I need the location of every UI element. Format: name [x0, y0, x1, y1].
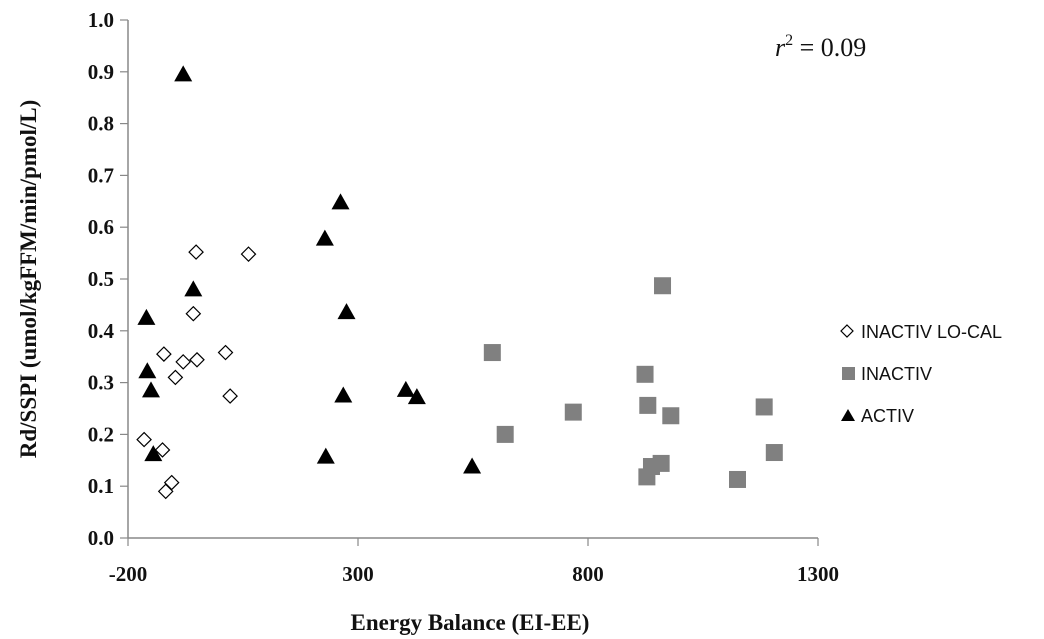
point-inactiv-lo-cal	[163, 474, 180, 491]
point-inactiv	[483, 344, 501, 362]
point-inactiv-lo-cal	[185, 305, 202, 322]
point-activ	[144, 445, 163, 462]
legend-label-inactiv-lo-cal: INACTIV LO-CAL	[861, 322, 1002, 342]
point-activ	[142, 381, 160, 398]
y-tick-label: 0.3	[88, 371, 114, 395]
y-axis-ticks: 0.0 0.1 0.2 0.3 0.4 0.5 0.6 0.7 0.8 0.9 1.0	[88, 8, 128, 550]
point-inactiv-lo-cal	[217, 344, 234, 361]
y-axis-title: Rd/SSPI (umol/kgFFM/min/pmol/L)	[16, 100, 41, 458]
point-activ	[331, 193, 350, 210]
point-inactiv	[765, 444, 783, 462]
point-inactiv-lo-cal	[189, 351, 205, 368]
y-tick-label: 1.0	[88, 8, 114, 32]
y-tick-label: 0.4	[88, 319, 115, 343]
point-inactiv	[564, 403, 582, 421]
point-inactiv-lo-cal	[222, 388, 238, 404]
legend-marker-diamond	[840, 324, 854, 338]
r-squared-symbol: r	[775, 33, 786, 62]
r-squared-value: = 0.09	[793, 33, 866, 62]
x-tick-label: 300	[342, 562, 374, 586]
y-tick-label: 0.1	[88, 474, 114, 498]
legend: INACTIV LO-CAL INACTIV ACTIV	[840, 322, 1002, 426]
legend-marker-square	[842, 367, 855, 380]
point-inactiv-lo-cal	[188, 244, 204, 260]
point-inactiv-lo-cal	[156, 346, 172, 362]
point-inactiv	[636, 365, 654, 383]
point-activ	[396, 380, 415, 397]
point-activ	[316, 447, 335, 464]
point-inactiv-lo-cal	[240, 246, 257, 262]
point-inactiv	[729, 470, 746, 488]
legend-label-inactiv: INACTIV	[861, 364, 932, 384]
x-tick-label: -200	[109, 562, 148, 586]
point-inactiv-lo-cal	[136, 431, 152, 448]
y-tick-label: 0.5	[88, 267, 114, 291]
legend-item-activ: ACTIV	[841, 406, 914, 426]
point-inactiv	[652, 454, 670, 472]
point-activ	[334, 386, 353, 403]
data-points	[136, 65, 783, 500]
legend-item-inactiv: INACTIV	[842, 364, 932, 384]
point-activ	[137, 308, 156, 325]
point-inactiv	[755, 398, 773, 416]
y-tick-label: 0.2	[88, 422, 114, 446]
legend-item-inactiv-lo-cal: INACTIV LO-CAL	[840, 322, 1002, 342]
point-inactiv-lo-cal	[175, 354, 192, 370]
x-tick-label: 800	[572, 562, 604, 586]
point-activ	[138, 362, 157, 379]
y-tick-label: 0.6	[88, 215, 114, 239]
y-tick-label: 0.9	[88, 60, 114, 84]
point-inactiv	[662, 407, 680, 425]
x-axis-ticks: -200 300 800 1300	[109, 538, 839, 586]
point-activ	[407, 388, 426, 405]
point-activ	[184, 280, 203, 297]
point-inactiv	[639, 396, 657, 414]
point-activ	[174, 65, 193, 82]
y-tick-label: 0.8	[88, 112, 114, 136]
x-axis-title: Energy Balance (EI-EE)	[351, 610, 590, 635]
point-inactiv	[496, 425, 514, 443]
point-activ	[337, 303, 356, 320]
point-activ	[315, 229, 334, 246]
r-squared-exponent: 2	[785, 32, 793, 49]
legend-label-activ: ACTIV	[861, 406, 914, 426]
point-inactiv	[654, 277, 672, 295]
point-inactiv-lo-cal	[167, 369, 184, 386]
point-inactiv-lo-cal	[154, 442, 171, 458]
point-activ	[463, 457, 482, 474]
y-tick-label: 0.7	[88, 163, 114, 187]
legend-marker-triangle	[841, 409, 855, 421]
x-tick-label: 1300	[797, 562, 839, 586]
r-squared-annotation: r2 = 0.09	[775, 32, 866, 62]
y-tick-label: 0.0	[88, 526, 114, 550]
